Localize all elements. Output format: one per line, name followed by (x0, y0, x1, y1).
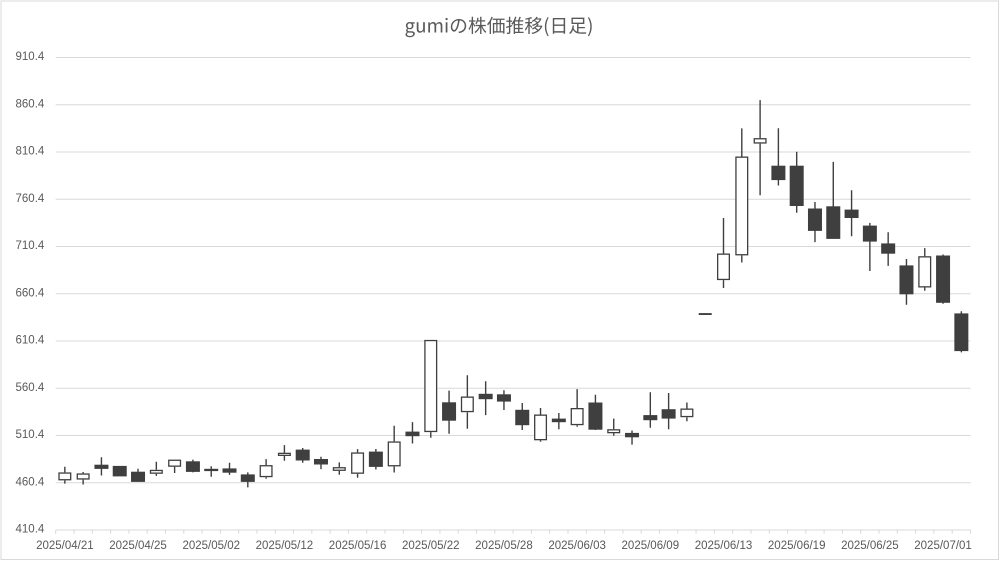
svg-text:760.4: 760.4 (16, 193, 45, 205)
svg-text:560.4: 560.4 (16, 382, 45, 394)
svg-text:2025/05/12: 2025/05/12 (256, 540, 314, 552)
svg-text:2025/04/21: 2025/04/21 (36, 540, 94, 552)
svg-text:2025/07/01: 2025/07/01 (914, 540, 972, 552)
svg-text:710.4: 710.4 (16, 240, 45, 252)
svg-text:410.4: 410.4 (16, 524, 45, 536)
svg-text:910.4: 910.4 (16, 51, 45, 63)
svg-text:2025/04/25: 2025/04/25 (109, 540, 167, 552)
svg-text:2025/05/16: 2025/05/16 (329, 540, 387, 552)
svg-text:2025/06/19: 2025/06/19 (768, 540, 826, 552)
svg-text:610.4: 610.4 (16, 335, 45, 347)
svg-text:2025/06/09: 2025/06/09 (622, 540, 680, 552)
svg-text:460.4: 460.4 (16, 476, 45, 488)
svg-text:2025/06/03: 2025/06/03 (548, 540, 606, 552)
svg-text:2025/05/28: 2025/05/28 (475, 540, 533, 552)
svg-text:2025/05/02: 2025/05/02 (182, 540, 240, 552)
svg-text:2025/06/25: 2025/06/25 (841, 540, 899, 552)
svg-text:510.4: 510.4 (16, 429, 45, 441)
svg-text:660.4: 660.4 (16, 287, 45, 299)
svg-text:2025/06/13: 2025/06/13 (695, 540, 753, 552)
svg-text:2025/05/22: 2025/05/22 (402, 540, 460, 552)
svg-text:810.4: 810.4 (16, 146, 45, 158)
svg-text:860.4: 860.4 (16, 98, 45, 110)
